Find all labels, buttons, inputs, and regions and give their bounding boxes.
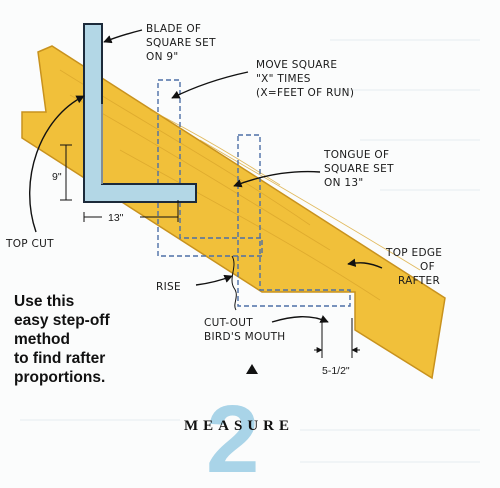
top-cut-label: TOP CUT <box>5 238 54 250</box>
step-title: MEASURE <box>184 418 294 434</box>
triangle-marker-icon <box>246 364 258 374</box>
blade-label: BLADE OF SQUARE SET ON 9" <box>146 23 219 63</box>
dimension-vertical <box>60 144 72 201</box>
step-off-outlines <box>157 79 351 307</box>
background-pattern <box>20 39 480 463</box>
caption-text: Use this easy step-off method to find ra… <box>14 293 114 386</box>
step-number: 2 <box>206 386 259 488</box>
dimension-horizontal <box>83 200 179 222</box>
framing-square <box>83 23 197 203</box>
dimension-seat-label: 5-1/2" <box>322 365 350 377</box>
dimension-horizontal-label: 13" <box>108 212 124 224</box>
tongue-label: TONGUE OF SQUARE SET ON 13" <box>323 149 397 189</box>
leader-arrows <box>29 29 383 323</box>
dimension-vertical-label: 9" <box>52 171 62 183</box>
birds-mouth-label: CUT-OUT BIRD'S MOUTH <box>204 317 286 343</box>
top-edge-label: TOP EDGE OF RAFTER <box>385 247 446 287</box>
dimension-seat <box>314 318 360 358</box>
rafter-board <box>21 45 446 380</box>
rise-brace <box>231 255 237 311</box>
rise-label: RISE <box>156 281 181 293</box>
move-square-label: MOVE SQUARE "X" TIMES (X=FEET OF RUN) <box>256 59 354 99</box>
